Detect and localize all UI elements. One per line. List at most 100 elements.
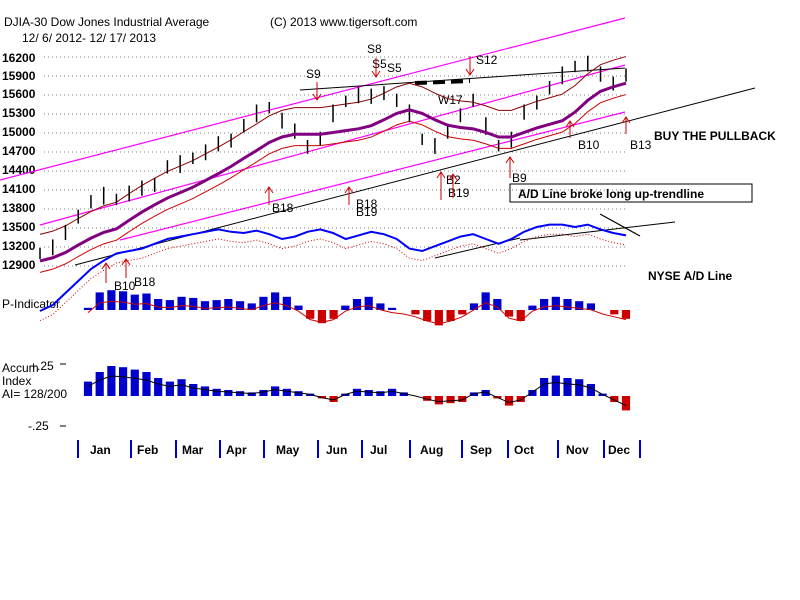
- accum-top-label: +.25: [30, 359, 54, 373]
- accum-index-bar: [107, 366, 116, 396]
- signal-label: B10: [578, 138, 600, 152]
- month-axis-labels: Jan Feb Mar Apr May Jun Jul Aug Sep Oct …: [77, 440, 641, 458]
- p-indicator-bar: [364, 296, 373, 310]
- p-indicator-bar: [83, 307, 93, 310]
- accum-index-bar: [504, 396, 514, 406]
- y-tick-label: 13800: [2, 201, 36, 215]
- p-indicator-bar: [540, 299, 549, 310]
- p-indicator-bar: [212, 300, 221, 310]
- month-label: Aug: [420, 443, 443, 457]
- accum-index-bar: [458, 396, 467, 402]
- buy-arrow: [344, 186, 354, 205]
- p-indicator-bar: [294, 305, 303, 310]
- p-indicator-bar: [352, 299, 362, 310]
- sell-arrow: [465, 56, 475, 76]
- y-tick-label: 13500: [2, 220, 36, 234]
- p-indicator-bar: [317, 310, 327, 324]
- p-indicator-bar: [493, 299, 502, 310]
- y-tick-label: 14100: [2, 182, 36, 196]
- p-indicator-bar: [434, 310, 443, 326]
- signal-label: B19: [356, 205, 378, 219]
- buy-arrow: [264, 186, 274, 205]
- accum-index-bar: [364, 390, 373, 396]
- accum-index-bar: [540, 378, 549, 396]
- accum-index-bar: [212, 388, 221, 396]
- signal-label: S5: [372, 57, 387, 71]
- signal-label: W17: [438, 93, 463, 107]
- p-indicator-bar: [154, 299, 163, 310]
- lower-band: [39, 94, 627, 273]
- buy-arrow: [448, 173, 458, 198]
- signal-label: S5: [387, 61, 402, 75]
- accum-index-bar: [189, 384, 198, 396]
- accum-index-bar: [130, 369, 139, 396]
- accum-index-bar: [235, 391, 245, 396]
- accum-index-bar: [247, 392, 256, 396]
- accum-index-bar: [434, 396, 443, 405]
- accum-index-bar: [294, 391, 303, 396]
- trend-lines: [0, 17, 756, 266]
- signal-label: B19: [448, 186, 470, 200]
- ad-break-arrow: [599, 213, 641, 237]
- buy-arrow: [436, 171, 446, 200]
- neckline-dash: [414, 79, 471, 85]
- month-label: Jul: [370, 443, 387, 457]
- accum-index-bar: [83, 381, 93, 396]
- chart-title: DJIA-30 Dow Jones Industrial Average: [4, 15, 210, 29]
- p-indicator-bar: [610, 310, 619, 315]
- ad-line: [39, 223, 627, 322]
- accum-label-1: Accum: [2, 361, 39, 375]
- p-indicator-bar: [586, 303, 596, 310]
- p-indicator-bar: [224, 299, 233, 310]
- p-indicator-bar: [376, 303, 385, 310]
- accum-index-bar: [423, 396, 432, 401]
- p-indicator-ma: [87, 300, 627, 325]
- accum-index-bar: [165, 381, 174, 396]
- moving-average: [39, 81, 627, 263]
- accum-label-3: AI= 128/200: [2, 387, 67, 401]
- p-indicator-bar: [118, 291, 128, 310]
- accum-index-bar: [376, 391, 385, 396]
- p-indicator-bar: [189, 297, 198, 310]
- p-indicator-bar: [446, 310, 455, 321]
- signal-arrows: [101, 56, 631, 283]
- p-indicator-bar: [177, 296, 186, 310]
- accum-index-bar: [259, 390, 268, 396]
- accum-index-bar: [224, 390, 233, 396]
- accum-index-bar: [610, 396, 619, 402]
- accum-index-bar: [177, 379, 186, 396]
- signal-label: B2: [446, 173, 461, 187]
- signal-label: B18: [356, 197, 378, 211]
- long-uptrend-line: [74, 87, 756, 266]
- accum-index-bar: [387, 388, 397, 396]
- month-label: Apr: [226, 443, 247, 457]
- p-indicator-bar: [516, 310, 525, 321]
- p-indicator-label: P-Indicator: [2, 297, 60, 311]
- p-indicator-bar: [107, 290, 116, 310]
- accum-index-panel: [83, 366, 631, 411]
- p-indicator-bar: [387, 307, 397, 310]
- y-tick-label: 16200: [2, 51, 36, 65]
- buy-arrow: [621, 116, 631, 134]
- accum-index-bar: [575, 379, 584, 396]
- accum-index-bar: [95, 372, 104, 396]
- ad-break-note: A/D Line broke long up-trendline: [518, 187, 704, 201]
- p-indicator-panel: [83, 290, 631, 326]
- signal-label: B18: [272, 201, 294, 215]
- buy-arrow: [121, 258, 131, 278]
- signal-labels: S8 S5 S5 S9 S12 W17 B18 B18 B19 B2 B19 B…: [114, 42, 652, 293]
- month-label: Dec: [608, 443, 630, 457]
- month-label: Jan: [90, 443, 111, 457]
- p-indicator-bar: [165, 300, 174, 310]
- price-bars: [39, 55, 627, 260]
- accum-index-bar: [481, 390, 490, 396]
- chart-date-range: 12/ 6/ 2012- 12/ 17/ 2013: [22, 31, 156, 45]
- p-indicator-bar: [528, 305, 537, 310]
- p-indicator-bar: [551, 296, 560, 310]
- p-indicator-bar: [235, 301, 245, 310]
- p-indicator-bar: [504, 310, 514, 317]
- y-tick-label: 15900: [2, 69, 36, 83]
- p-indicator-bar: [130, 294, 139, 310]
- p-indicator-bar: [282, 296, 291, 310]
